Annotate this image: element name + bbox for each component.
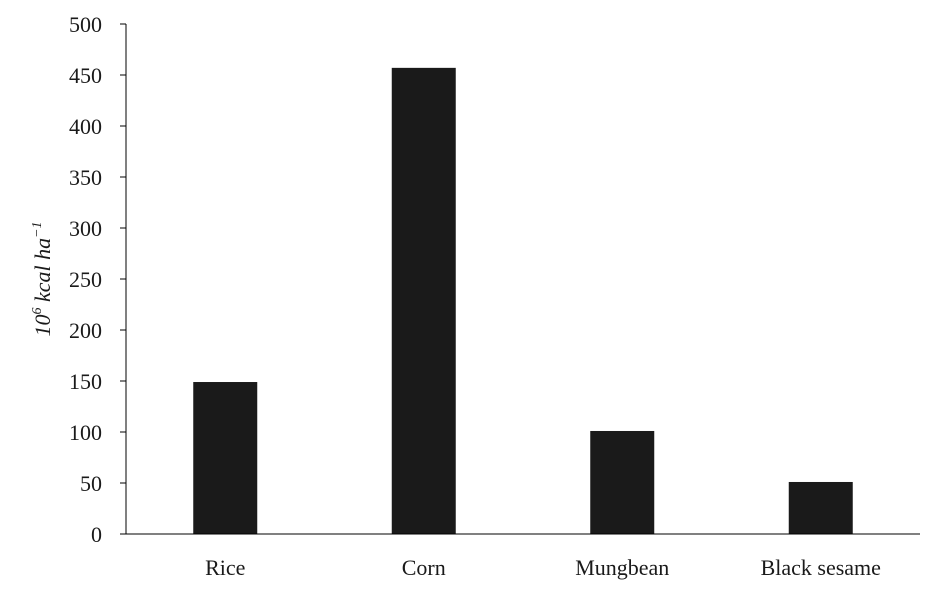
bar-rice — [193, 382, 258, 534]
y-tick-label: 0 — [91, 522, 102, 547]
x-tick-label: Corn — [402, 555, 446, 580]
x-tick-label: Mungbean — [575, 555, 669, 580]
y-tick-label: 300 — [69, 216, 102, 241]
y-tick-label: 150 — [69, 369, 102, 394]
y-tick-label: 100 — [69, 420, 102, 445]
y-tick-label: 350 — [69, 165, 102, 190]
y-tick-label: 200 — [69, 318, 102, 343]
x-tick-label: Rice — [205, 555, 245, 580]
x-axis-labels: Rice Corn Mungbean Black sesame — [205, 555, 881, 580]
x-tick-label: Black sesame — [761, 555, 881, 580]
y-tick-label: 400 — [69, 114, 102, 139]
y-tick-label: 250 — [69, 267, 102, 292]
bar-mungbean — [590, 430, 655, 534]
y-tick-label: 50 — [80, 471, 102, 496]
bars — [193, 67, 853, 535]
y-axis-ticks: 0 50 100 150 200 250 300 350 400 450 500 — [69, 12, 126, 547]
y-tick-label: 450 — [69, 63, 102, 88]
y-tick-label: 500 — [69, 12, 102, 37]
bar-corn — [391, 67, 456, 535]
y-axis-title: 106 kcal ha−1 — [30, 221, 55, 336]
bar-black-sesame — [788, 481, 853, 534]
